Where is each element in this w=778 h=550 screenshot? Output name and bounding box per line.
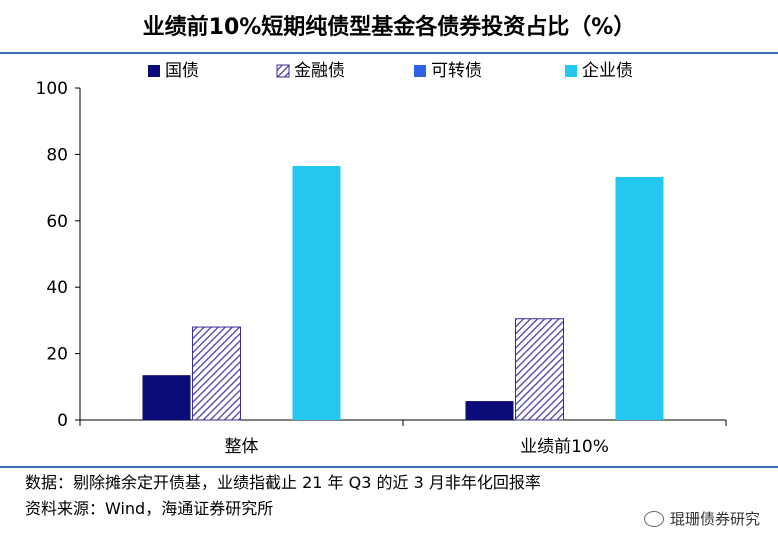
y-tick-label: 60 bbox=[46, 212, 68, 232]
watermark: 琨珊债券研究 bbox=[643, 508, 760, 529]
data-note: 数据：剔除摊余定开债基，业绩指截止 21 年 Q3 的近 3 月非年化回报率 bbox=[25, 473, 541, 492]
bar-chart: 国债 金融债 可转债 企业债 0 20 40 60 80 100 整体 业绩前10% bbox=[36, 61, 727, 457]
watermark-text: 琨珊债券研究 bbox=[669, 510, 760, 528]
legend-swatch bbox=[276, 64, 290, 78]
legend-label: 金融债 bbox=[294, 61, 345, 81]
axes: 0 20 40 60 80 100 整体 业绩前10% bbox=[36, 79, 727, 457]
bar-国债 bbox=[142, 375, 191, 420]
y-tick-label: 100 bbox=[36, 79, 68, 99]
legend-label: 可转债 bbox=[431, 61, 482, 81]
legend-label: 企业债 bbox=[582, 61, 633, 81]
source-note: 资料来源：Wind，海通证券研究所 bbox=[25, 499, 274, 518]
legend-swatch bbox=[565, 65, 577, 77]
bar-国债 bbox=[465, 401, 514, 420]
legend-swatch bbox=[148, 65, 160, 77]
bar-企业债 bbox=[292, 166, 341, 420]
y-tick-label: 80 bbox=[46, 145, 68, 165]
bars bbox=[142, 166, 664, 421]
bar-金融债 bbox=[515, 318, 564, 421]
legend-swatch bbox=[414, 65, 426, 77]
x-tick-label: 整体 bbox=[225, 437, 259, 457]
bar-金融债 bbox=[192, 326, 241, 421]
y-tick-label: 20 bbox=[46, 345, 68, 365]
legend: 国债 金融债 可转债 企业债 bbox=[148, 61, 633, 81]
y-tick-label: 0 bbox=[57, 411, 68, 431]
bar-企业债 bbox=[615, 176, 664, 420]
footnotes: 数据：剔除摊余定开债基，业绩指截止 21 年 Q3 的近 3 月非年化回报率 资… bbox=[25, 470, 541, 522]
y-tick-label: 40 bbox=[46, 278, 68, 298]
wechat-icon bbox=[643, 510, 664, 527]
x-tick-label: 业绩前10% bbox=[520, 437, 609, 457]
top-divider bbox=[0, 52, 778, 54]
legend-label: 国债 bbox=[165, 61, 199, 81]
bottom-divider bbox=[0, 466, 778, 468]
chart-title: 业绩前10%短期纯债型基金各债券投资占比（%） bbox=[142, 15, 636, 40]
